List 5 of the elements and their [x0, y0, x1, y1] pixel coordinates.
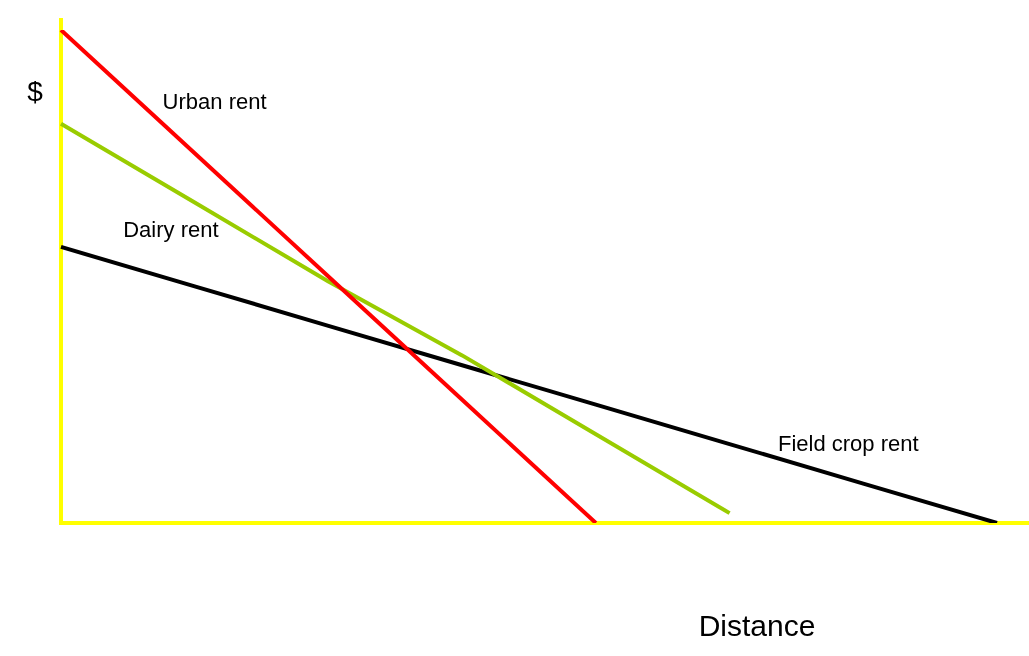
y-axis-title: $ — [27, 75, 44, 107]
x-axis-title: Distance — [698, 609, 816, 643]
series-label: Dairy rent — [123, 216, 219, 242]
series-label: Field crop rent — [777, 431, 919, 457]
series-label: Urban rent — [162, 88, 267, 114]
